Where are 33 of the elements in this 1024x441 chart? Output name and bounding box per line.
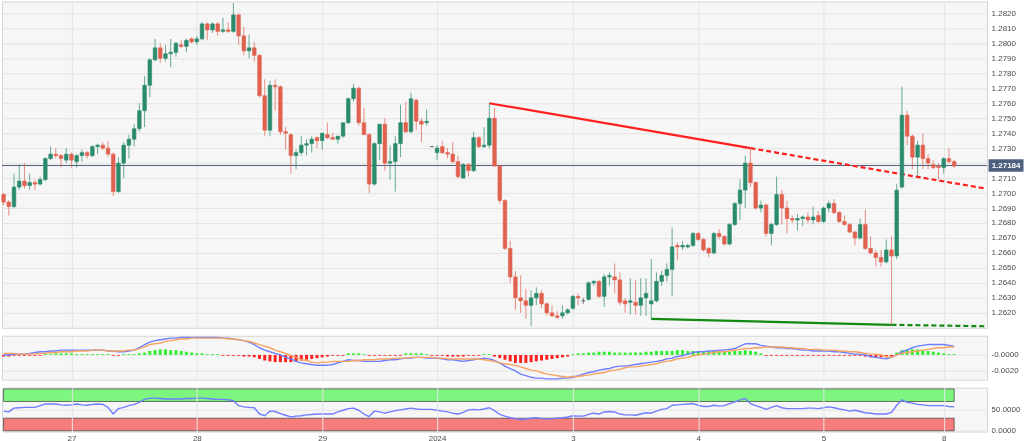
y-tick-label: 1.2690 (991, 203, 1017, 213)
x-tick-label: 28 (192, 434, 203, 441)
y-tick-label: 1.2760 (991, 98, 1017, 108)
y-tick-label: 1.2680 (991, 218, 1017, 228)
x-tick-label: 8 (942, 434, 947, 441)
y-tick-label: 0.0000 (991, 426, 1017, 436)
y-tick-label: 1.2640 (991, 278, 1017, 288)
y-tick-label: 1.2730 (991, 143, 1017, 153)
x-tick-label: 29 (318, 434, 328, 441)
y-tick-label: 1.2660 (991, 248, 1017, 258)
y-tick-label: 1.2790 (991, 53, 1017, 63)
y-tick-label: 50.0000 (991, 405, 1021, 415)
y-tick-label: 1.2780 (991, 68, 1017, 78)
y-tick-label: 1.2820 (991, 8, 1017, 18)
y-tick-label: 1.2620 (991, 308, 1017, 318)
x-tick-label: 5 (821, 434, 827, 441)
x-tick-label: 3 (571, 434, 577, 441)
y-tick-label: -0.0020 (991, 366, 1020, 376)
y-tick-label: 1.2700 (991, 188, 1017, 198)
y-tick-label: 1.2740 (991, 128, 1017, 138)
y-tick-label: 1.2630 (991, 293, 1017, 303)
y-tick-label: 1.2810 (991, 23, 1017, 33)
y-tick-label: 1.2770 (991, 83, 1017, 93)
y-tick-label: -0.0000 (991, 350, 1020, 360)
y-tick-label: 1.2670 (991, 233, 1017, 243)
y-tick-label: 1.2710 (991, 173, 1017, 183)
x-tick-label: 2024 (428, 434, 448, 441)
y-tick-label: 1.2750 (991, 113, 1017, 123)
ref-line-label: 1.27184 (991, 160, 1021, 170)
y-tick-label: 1.2650 (991, 263, 1017, 273)
x-tick-label: 4 (696, 434, 702, 441)
x-tick-label: 27 (67, 434, 77, 441)
y-tick-label: 1.2800 (991, 38, 1017, 48)
